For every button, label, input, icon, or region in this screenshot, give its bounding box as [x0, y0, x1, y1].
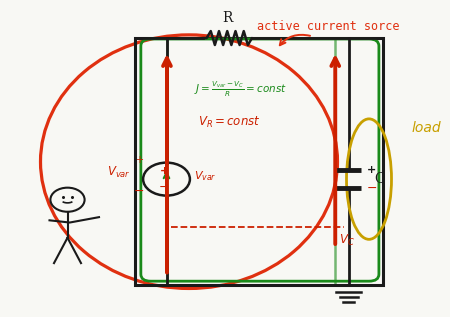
Text: load: load	[412, 121, 441, 135]
Text: $V_{var}$: $V_{var}$	[107, 165, 130, 180]
Text: −: −	[159, 180, 170, 193]
Text: $V_R = const$: $V_R = const$	[198, 114, 261, 130]
Text: +: +	[135, 155, 143, 165]
Text: $V_{var}$: $V_{var}$	[194, 169, 217, 183]
Text: R: R	[222, 11, 233, 25]
Text: −: −	[367, 181, 377, 195]
Text: C: C	[374, 172, 385, 186]
Text: +: +	[160, 166, 169, 176]
Text: active current sorce: active current sorce	[257, 20, 400, 33]
Bar	[135, 38, 382, 285]
Text: +: +	[367, 165, 376, 175]
Text: $J = \frac{V_{var}-V_C}{R} = const$: $J = \frac{V_{var}-V_C}{R} = const$	[194, 79, 287, 99]
Text: $V_C$: $V_C$	[338, 233, 355, 249]
Text: −: −	[133, 185, 144, 198]
